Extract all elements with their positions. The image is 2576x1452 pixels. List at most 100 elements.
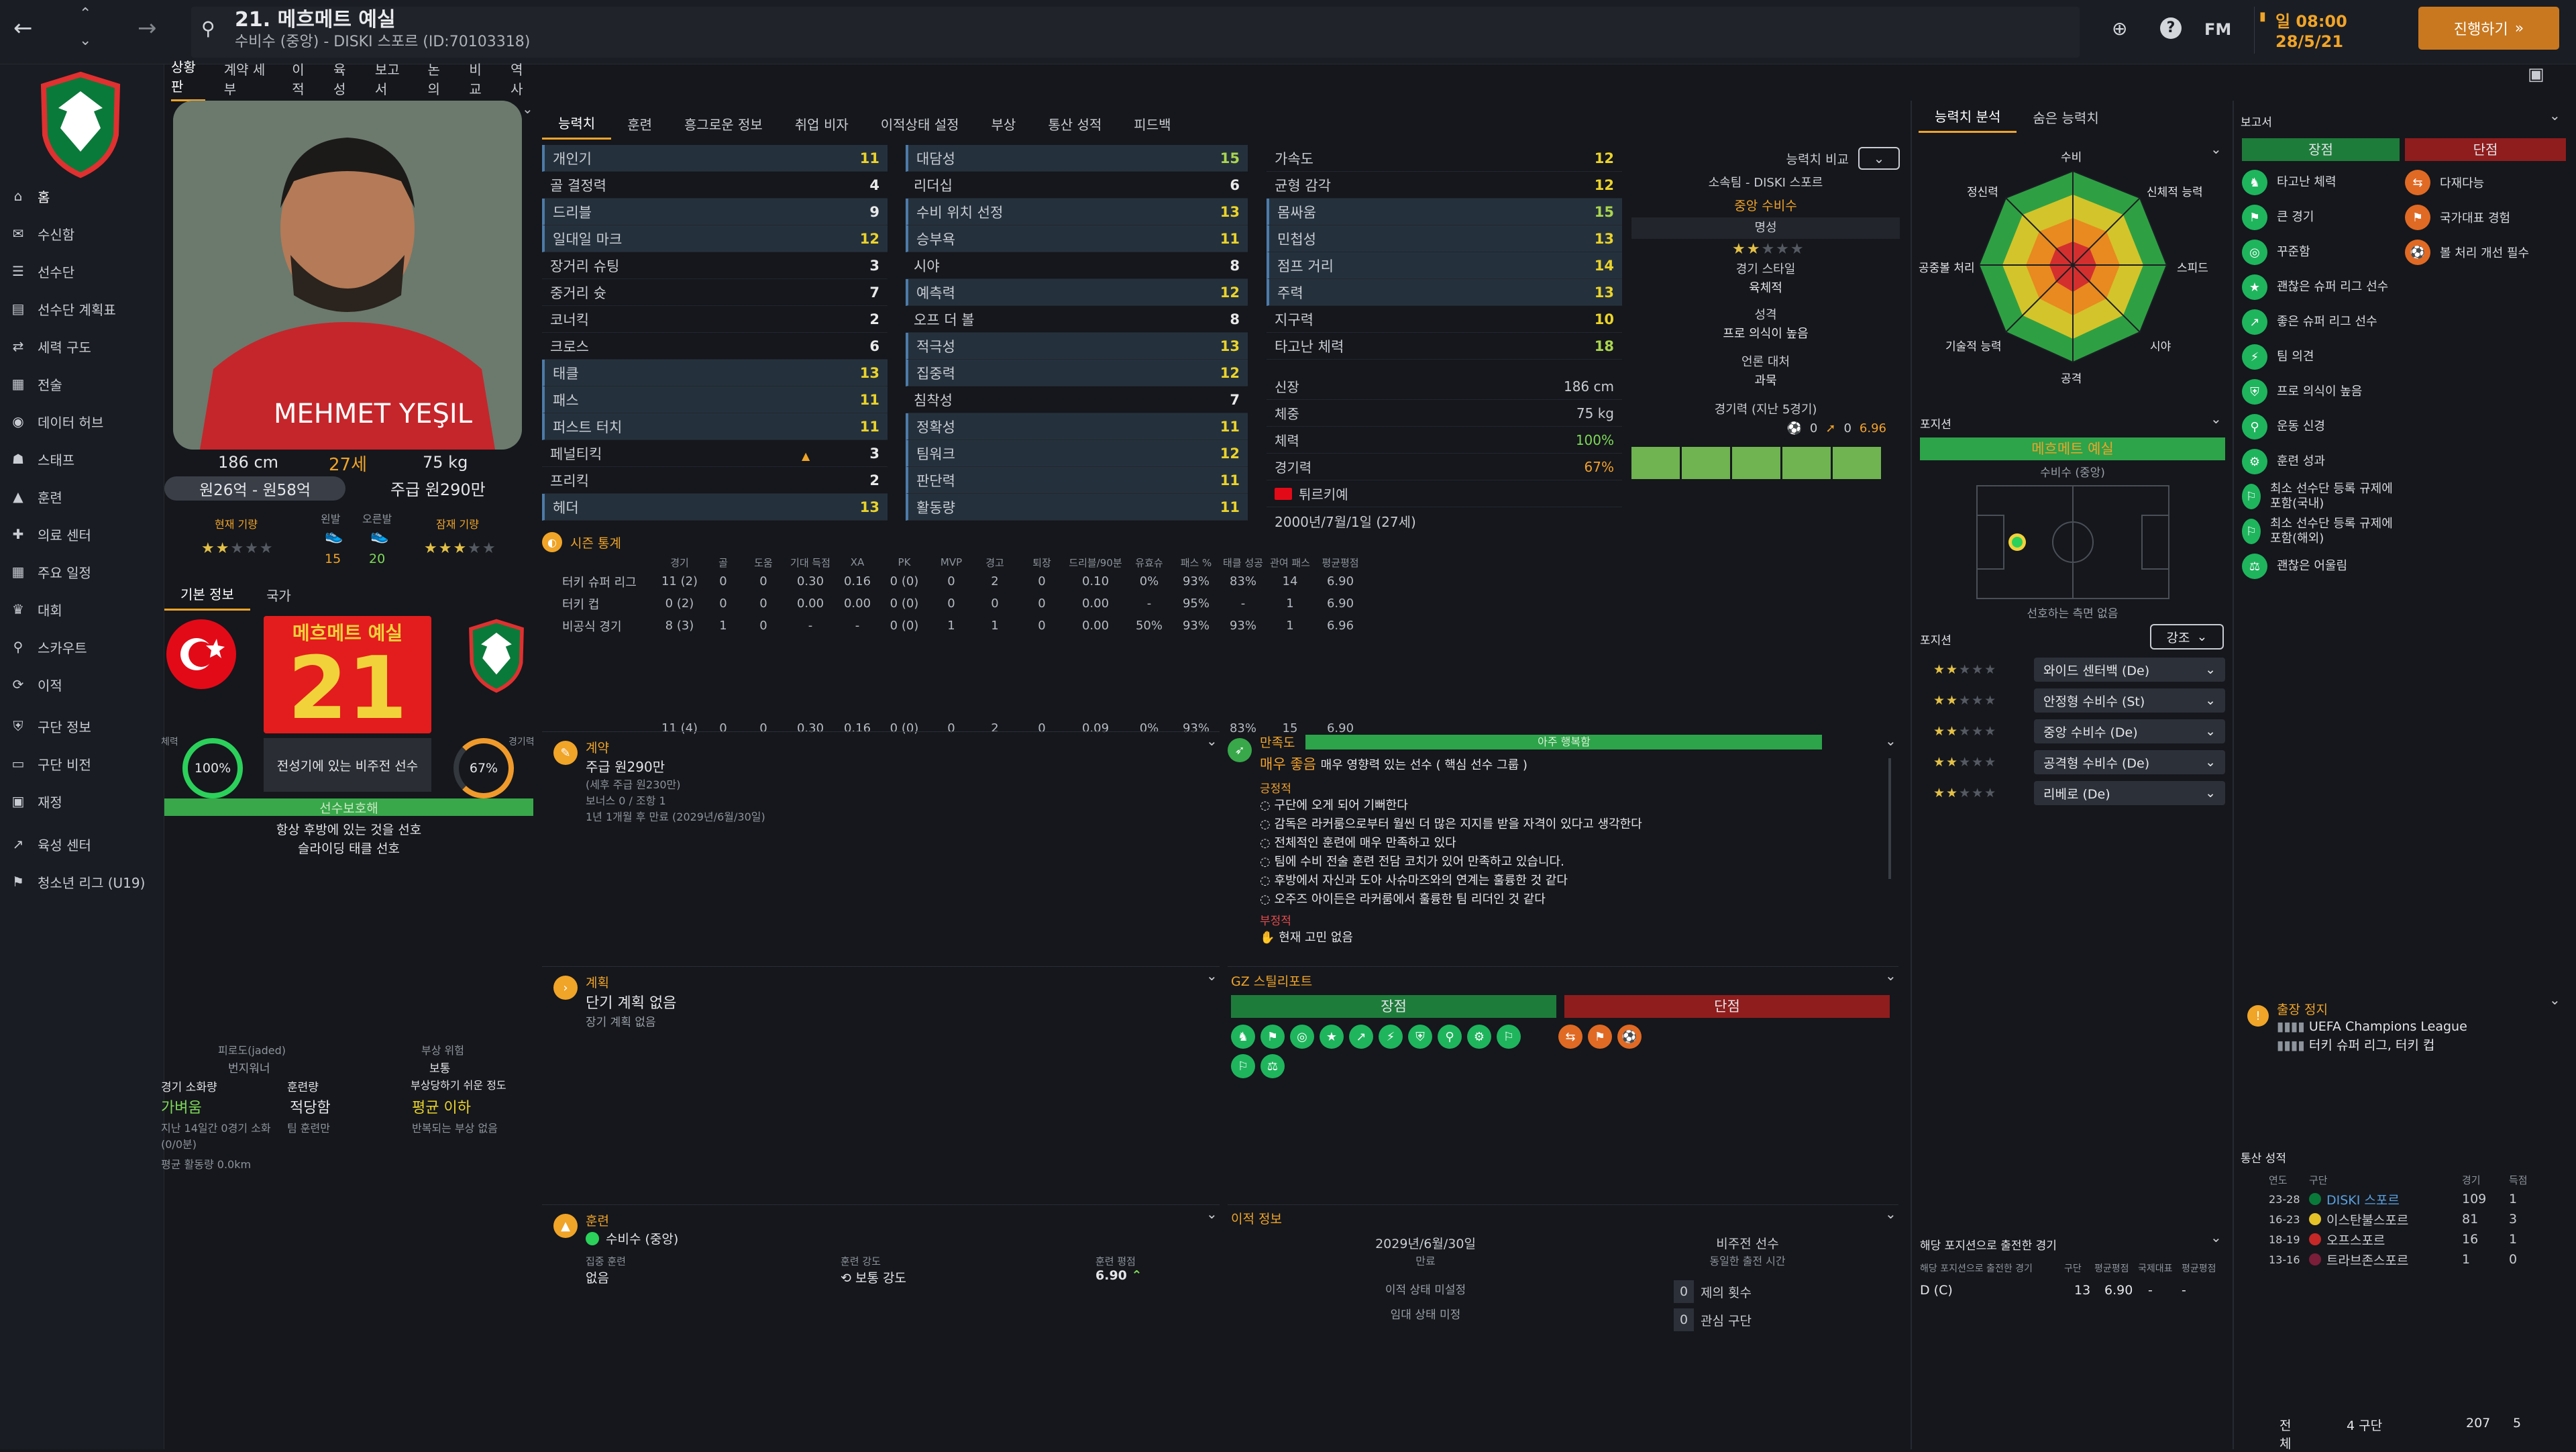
attribute-row[interactable]: 승부욕 11	[906, 225, 1248, 252]
nav-item-14[interactable]: ⟳ 이적	[9, 670, 162, 699]
training-title[interactable]: 훈련	[586, 1214, 609, 1229]
search-bar[interactable]	[191, 7, 2080, 58]
nav-item-12[interactable]: ♛ 대회	[9, 594, 162, 624]
tab-basic-info[interactable]: 기본 정보	[164, 578, 250, 611]
attribute-row[interactable]: 판단력 11	[906, 467, 1248, 494]
tab-career[interactable]: 통산 성적	[1048, 116, 1102, 133]
attribute-row[interactable]: 가속도 12	[1267, 145, 1622, 172]
search-icon[interactable]: ⚲	[201, 17, 215, 40]
nav-item-6[interactable]: ▦ 전술	[9, 369, 162, 399]
report-weakness-item[interactable]: ⚽ 볼 처리 개선 필수	[2405, 235, 2566, 270]
big-match-icon[interactable]: ⚑	[1260, 1025, 1285, 1049]
tab-training[interactable]: 훈련	[627, 116, 653, 133]
attribute-row[interactable]: 페널티킥 3	[542, 440, 888, 467]
nav-item-16[interactable]: ▭ 구단 비전	[9, 749, 162, 778]
tab-feedback[interactable]: 피드백	[1134, 116, 1171, 133]
transfer-title[interactable]: 이적 정보	[1231, 1212, 1282, 1227]
star-icon[interactable]: ★	[1320, 1025, 1344, 1049]
role-select[interactable]: 리베로 (De) ⌄	[2034, 781, 2225, 805]
attribute-row[interactable]: 적극성 13	[906, 333, 1248, 360]
tab-attribute-analysis[interactable]: 능력치 분석	[1919, 101, 2017, 133]
register-icon[interactable]: ⚐	[1497, 1025, 1521, 1049]
report-chevron-icon[interactable]: ⌄	[2549, 107, 2561, 123]
nav-item-17[interactable]: ▣ 재정	[9, 786, 162, 816]
attribute-row[interactable]: 리더십 6	[906, 172, 1248, 199]
shield-icon[interactable]: ⛨	[1408, 1025, 1432, 1049]
attribute-row[interactable]: 헤더 13	[542, 494, 888, 521]
layout-icon[interactable]: ▣	[2528, 64, 2544, 85]
attribute-row[interactable]: 코너킥 2	[542, 306, 888, 333]
nav-item-15[interactable]: ⛨ 구단 정보	[9, 711, 162, 741]
nav-item-2[interactable]: ✉ 수신함	[9, 219, 162, 248]
report-strength-item[interactable]: ⚖ 괜찮은 어울림	[2242, 549, 2403, 584]
subnav-history[interactable]: 역사	[511, 62, 523, 97]
table-row[interactable]: 터키 컵 0 (2) 0 0 0.00 0.00 0 (0) 0 0 0 0.00 - 95% - 1 6.9…	[542, 592, 1904, 615]
nav-item-13[interactable]: ⚲ 스카우트	[9, 632, 162, 662]
subnav-development[interactable]: 육성	[333, 62, 346, 97]
career-club[interactable]: 트라브존스포르	[2309, 1251, 2462, 1269]
attribute-row[interactable]: 활동량 11	[906, 494, 1248, 521]
nav-item-11[interactable]: ▦ 주요 일정	[9, 557, 162, 586]
attribute-row[interactable]: 예측력 12	[906, 279, 1248, 306]
subnav-overview[interactable]: 상황판	[171, 56, 205, 101]
chevron-down-icon[interactable]: ⌄	[79, 32, 92, 49]
report-weakness-item[interactable]: ⚑ 국가대표 경험	[2405, 200, 2566, 235]
report-strength-item[interactable]: ⚐ 최소 선수단 등록 규제에 포함(국내)	[2242, 479, 2403, 514]
report-strength-item[interactable]: ♞ 타고난 체력	[2242, 165, 2403, 200]
tab-transfer-status[interactable]: 이적상태 설정	[880, 116, 959, 133]
tab-work-permit[interactable]: 취업 비자	[794, 116, 849, 133]
nav-item-1[interactable]: ⌂ 홈	[9, 181, 162, 211]
career-club[interactable]: 오프스포르	[2309, 1231, 2462, 1249]
role-select[interactable]: 공격형 수비수 (De) ⌄	[2034, 750, 2225, 774]
nav-item-18[interactable]: ↗ 육성 센터	[9, 829, 162, 859]
attribute-row[interactable]: 지구력 10	[1267, 306, 1622, 333]
tab-nation[interactable]: 국가	[266, 587, 291, 604]
help-icon[interactable]: ?	[2160, 17, 2182, 39]
roles-title[interactable]: 포지션	[1920, 634, 1951, 647]
table-row[interactable]: 16-23 이스탄불스포르 81 3	[2242, 1209, 2563, 1229]
apps-chevron-icon[interactable]: ⌄	[2210, 1229, 2222, 1245]
attribute-row[interactable]: 오프 더 볼 8	[906, 306, 1248, 333]
globe-icon[interactable]: ⊕	[2112, 17, 2128, 40]
career-club[interactable]: 이스탄불스포르	[2309, 1210, 2462, 1229]
report-strength-item[interactable]: ⚡ 팀 의견	[2242, 340, 2403, 374]
happiness-chevron-icon[interactable]: ⌄	[1885, 733, 1896, 749]
attribute-row[interactable]: 장거리 슈팅 3	[542, 252, 888, 279]
attribute-row[interactable]: 퍼스트 터치 11	[542, 413, 888, 440]
nav-item-7[interactable]: ◉ 데이터 허브	[9, 407, 162, 436]
training-icon[interactable]: ⚙	[1467, 1025, 1491, 1049]
attribute-row[interactable]: 정확성 11	[906, 413, 1248, 440]
subnav-discuss[interactable]: 논의	[427, 62, 440, 97]
table-row[interactable]: 18-19 오프스포르 16 1	[2242, 1229, 2563, 1249]
flag-icon[interactable]: ⚑	[1588, 1025, 1612, 1049]
plans-title[interactable]: 계획	[586, 976, 609, 990]
compare-dropdown[interactable]: ⌄	[1858, 147, 1900, 170]
subnav-transfer[interactable]: 이적	[292, 62, 305, 97]
tab-info[interactable]: 흥그로운 정보	[684, 116, 763, 133]
attribute-row[interactable]: 개인기 11	[542, 145, 888, 172]
table-row[interactable]: 13-16 트라브존스포르 1 0	[2242, 1249, 2563, 1269]
register-foreign-icon[interactable]: ⚐	[1231, 1054, 1255, 1078]
collapse-chevron-icon[interactable]: ⌄	[522, 101, 533, 117]
attribute-row[interactable]: 균형 감각 12	[1267, 172, 1622, 199]
trend-icon[interactable]: ↗	[1349, 1025, 1373, 1049]
suspension-chevron-icon[interactable]: ⌄	[2549, 992, 2561, 1008]
nav-item-19[interactable]: ⚑ 청소년 리그 (U19)	[9, 867, 162, 896]
tab-injury[interactable]: 부상	[991, 116, 1016, 133]
runner-icon[interactable]: ⚲	[1438, 1025, 1462, 1049]
back-arrow-icon[interactable]: ←	[13, 15, 33, 42]
nav-item-3[interactable]: ☰ 선수단	[9, 256, 162, 286]
role-row[interactable]: ★★★★★ 중앙 수비수 (De) ⌄	[1920, 718, 2225, 745]
attribute-row[interactable]: 주력 13	[1267, 279, 1622, 306]
table-row[interactable]: 비공식 경기 8 (3) 1 0 - - 0 (0) 1 1 0 0.00 50% 93% 93% 1 6.9…	[542, 615, 1904, 637]
contract-title[interactable]: 계약	[586, 741, 609, 756]
tab-attributes[interactable]: 능력치	[542, 107, 612, 140]
attribute-row[interactable]: 집중력 12	[906, 360, 1248, 386]
continue-button[interactable]: 진행하기 »	[2418, 7, 2559, 50]
report-strength-item[interactable]: ⛨ 프로 의식이 높음	[2242, 374, 2403, 409]
fm-logo[interactable]: FM	[2204, 20, 2232, 39]
attribute-row[interactable]: 팀워크 12	[906, 440, 1248, 467]
plans-chevron-icon[interactable]: ⌄	[1206, 968, 1218, 984]
attribute-row[interactable]: 타고난 체력 18	[1267, 333, 1622, 360]
nav-item-8[interactable]: ☗ 스태프	[9, 444, 162, 474]
